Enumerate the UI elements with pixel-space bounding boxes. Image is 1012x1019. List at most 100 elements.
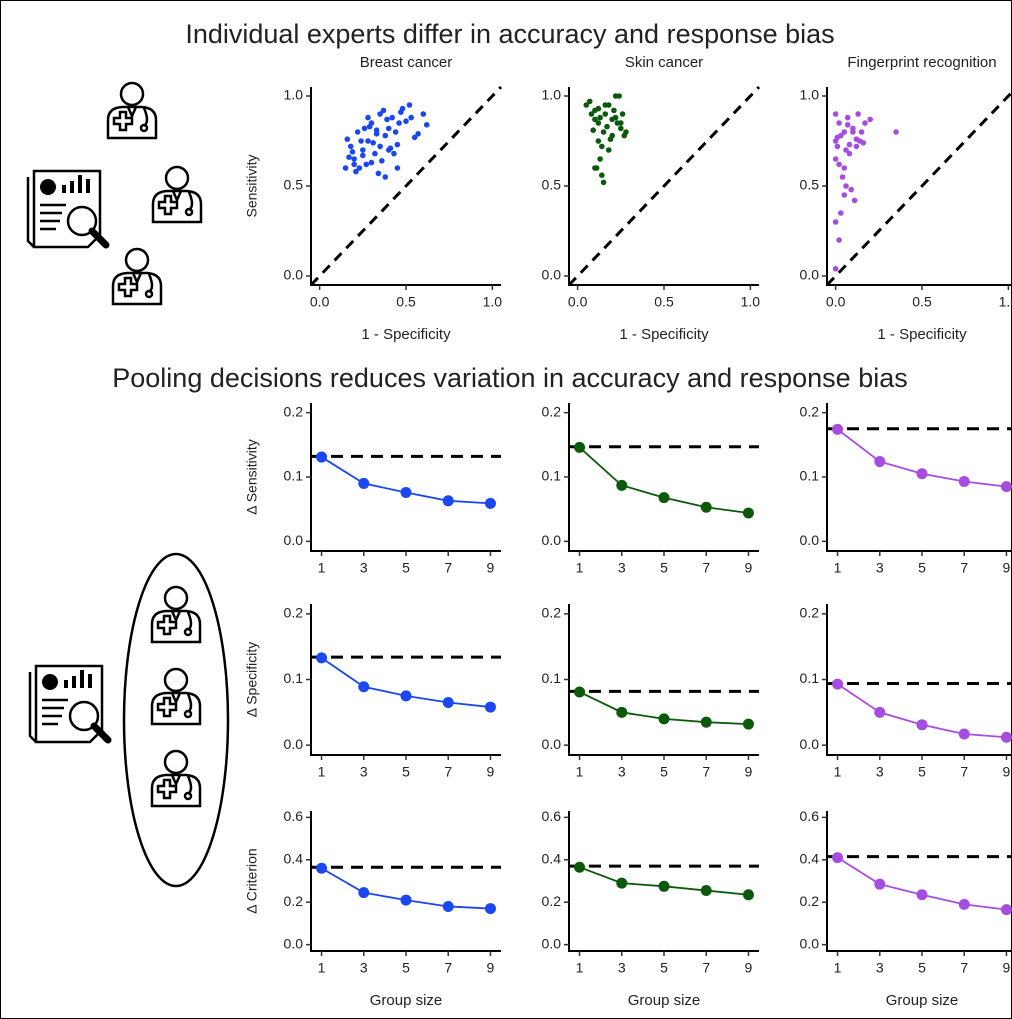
point [484, 903, 496, 915]
y-tick-label: 0.4 [284, 850, 304, 866]
panel: 0.0 0.1 0.2 1 3 5 7 9 [800, 604, 1012, 780]
point [595, 120, 602, 126]
point [838, 210, 844, 216]
y-tick-label: 0.0 [542, 267, 562, 283]
x-tick-label: 9 [1003, 764, 1011, 780]
point [406, 102, 413, 108]
x-tick-label: 5 [660, 560, 668, 576]
point [916, 719, 928, 731]
x-tick-label: 5 [918, 560, 926, 576]
point [958, 898, 970, 910]
point [658, 880, 670, 892]
y-tick-label: 0.2 [800, 605, 820, 621]
point [893, 129, 899, 135]
point [365, 138, 371, 144]
x-tick-label: 3 [360, 960, 368, 976]
x-tick-label: 1 [834, 764, 842, 780]
y-tick-label: 0.1 [542, 468, 562, 484]
point [848, 186, 854, 193]
point [862, 120, 868, 126]
point [846, 150, 853, 157]
point [484, 701, 496, 713]
y-tick-label: 0.2 [284, 403, 304, 419]
point [855, 111, 861, 117]
point [583, 102, 590, 108]
point [358, 138, 364, 144]
y-tick-label: 0.6 [542, 808, 562, 824]
point [916, 889, 928, 901]
x-tick-label: 7 [960, 764, 968, 780]
x-tick-label: 5 [402, 560, 410, 576]
point [358, 887, 370, 899]
point [377, 111, 383, 117]
x-tick-label: 7 [702, 764, 710, 780]
x-tick-label: 9 [1003, 560, 1011, 576]
point [844, 114, 851, 121]
x-tick-label: 7 [960, 560, 968, 576]
point [742, 718, 754, 730]
point [1000, 731, 1012, 743]
x-axis-label: 1 - Specificity [877, 326, 967, 343]
point [658, 713, 670, 725]
point [592, 116, 598, 123]
point [400, 894, 412, 906]
y-tick-label: 0.0 [800, 736, 820, 752]
y-tick-label: 0.2 [542, 893, 562, 909]
y-tick-label: 0.6 [800, 808, 820, 824]
y-tick-label: 0.1 [542, 670, 562, 686]
x-tick-label: 5 [402, 764, 410, 780]
x-tick-label: 1 [576, 764, 584, 780]
point [351, 156, 357, 162]
x-axis-label: Group size [370, 992, 443, 1009]
x-tick-label: 1 [318, 960, 326, 976]
y-tick-label: 0.5 [800, 177, 820, 193]
point [619, 111, 626, 117]
point [586, 98, 593, 105]
x-tick-label: 0.5 [654, 294, 674, 310]
point [574, 441, 586, 453]
x-tick-label: 1.0 [741, 294, 761, 310]
point [836, 237, 842, 243]
x-tick-label: 0.0 [310, 294, 330, 310]
point [400, 690, 412, 702]
y-tick-label: 1.0 [800, 87, 820, 103]
x-tick-label: 0.0 [568, 294, 588, 310]
y-axis-label: Δ Criterion [244, 848, 260, 913]
x-tick-label: 5 [660, 960, 668, 976]
x-tick-label: 3 [618, 560, 626, 576]
x-tick-label: 7 [444, 960, 452, 976]
x-tick-label: 0.5 [912, 294, 932, 310]
point [602, 102, 609, 108]
point [832, 219, 839, 225]
line [837, 856, 1007, 911]
point [360, 147, 366, 153]
panel: 0.0 0.5 1.0 0.0 0.5 1.0 Fingerprint recognitio… [800, 54, 1012, 343]
point [600, 129, 607, 135]
point [574, 861, 586, 873]
point [832, 678, 844, 690]
point [843, 183, 849, 189]
y-tick-label: 1.0 [542, 87, 562, 103]
point [700, 716, 712, 728]
point [841, 165, 848, 171]
point [600, 179, 607, 186]
x-tick-label: 3 [876, 960, 884, 976]
x-tick-label: 0.5 [396, 294, 416, 310]
y-tick-label: 0.0 [800, 532, 820, 548]
y-tick-label: 0.2 [542, 403, 562, 419]
point [867, 116, 873, 123]
x-tick-label: 7 [702, 960, 710, 976]
x-tick-label: 3 [360, 560, 368, 576]
point [394, 165, 401, 171]
point [373, 127, 380, 133]
y-tick-label: 0.0 [284, 736, 304, 752]
point [382, 132, 389, 139]
point [423, 122, 430, 128]
x-axis-label: 1 - Specificity [619, 326, 709, 343]
point [384, 116, 390, 123]
y-tick-label: 0.2 [542, 605, 562, 621]
x-tick-label: 7 [702, 560, 710, 576]
x-tick-label: 3 [876, 560, 884, 576]
x-tick-label: 1 [834, 960, 842, 976]
